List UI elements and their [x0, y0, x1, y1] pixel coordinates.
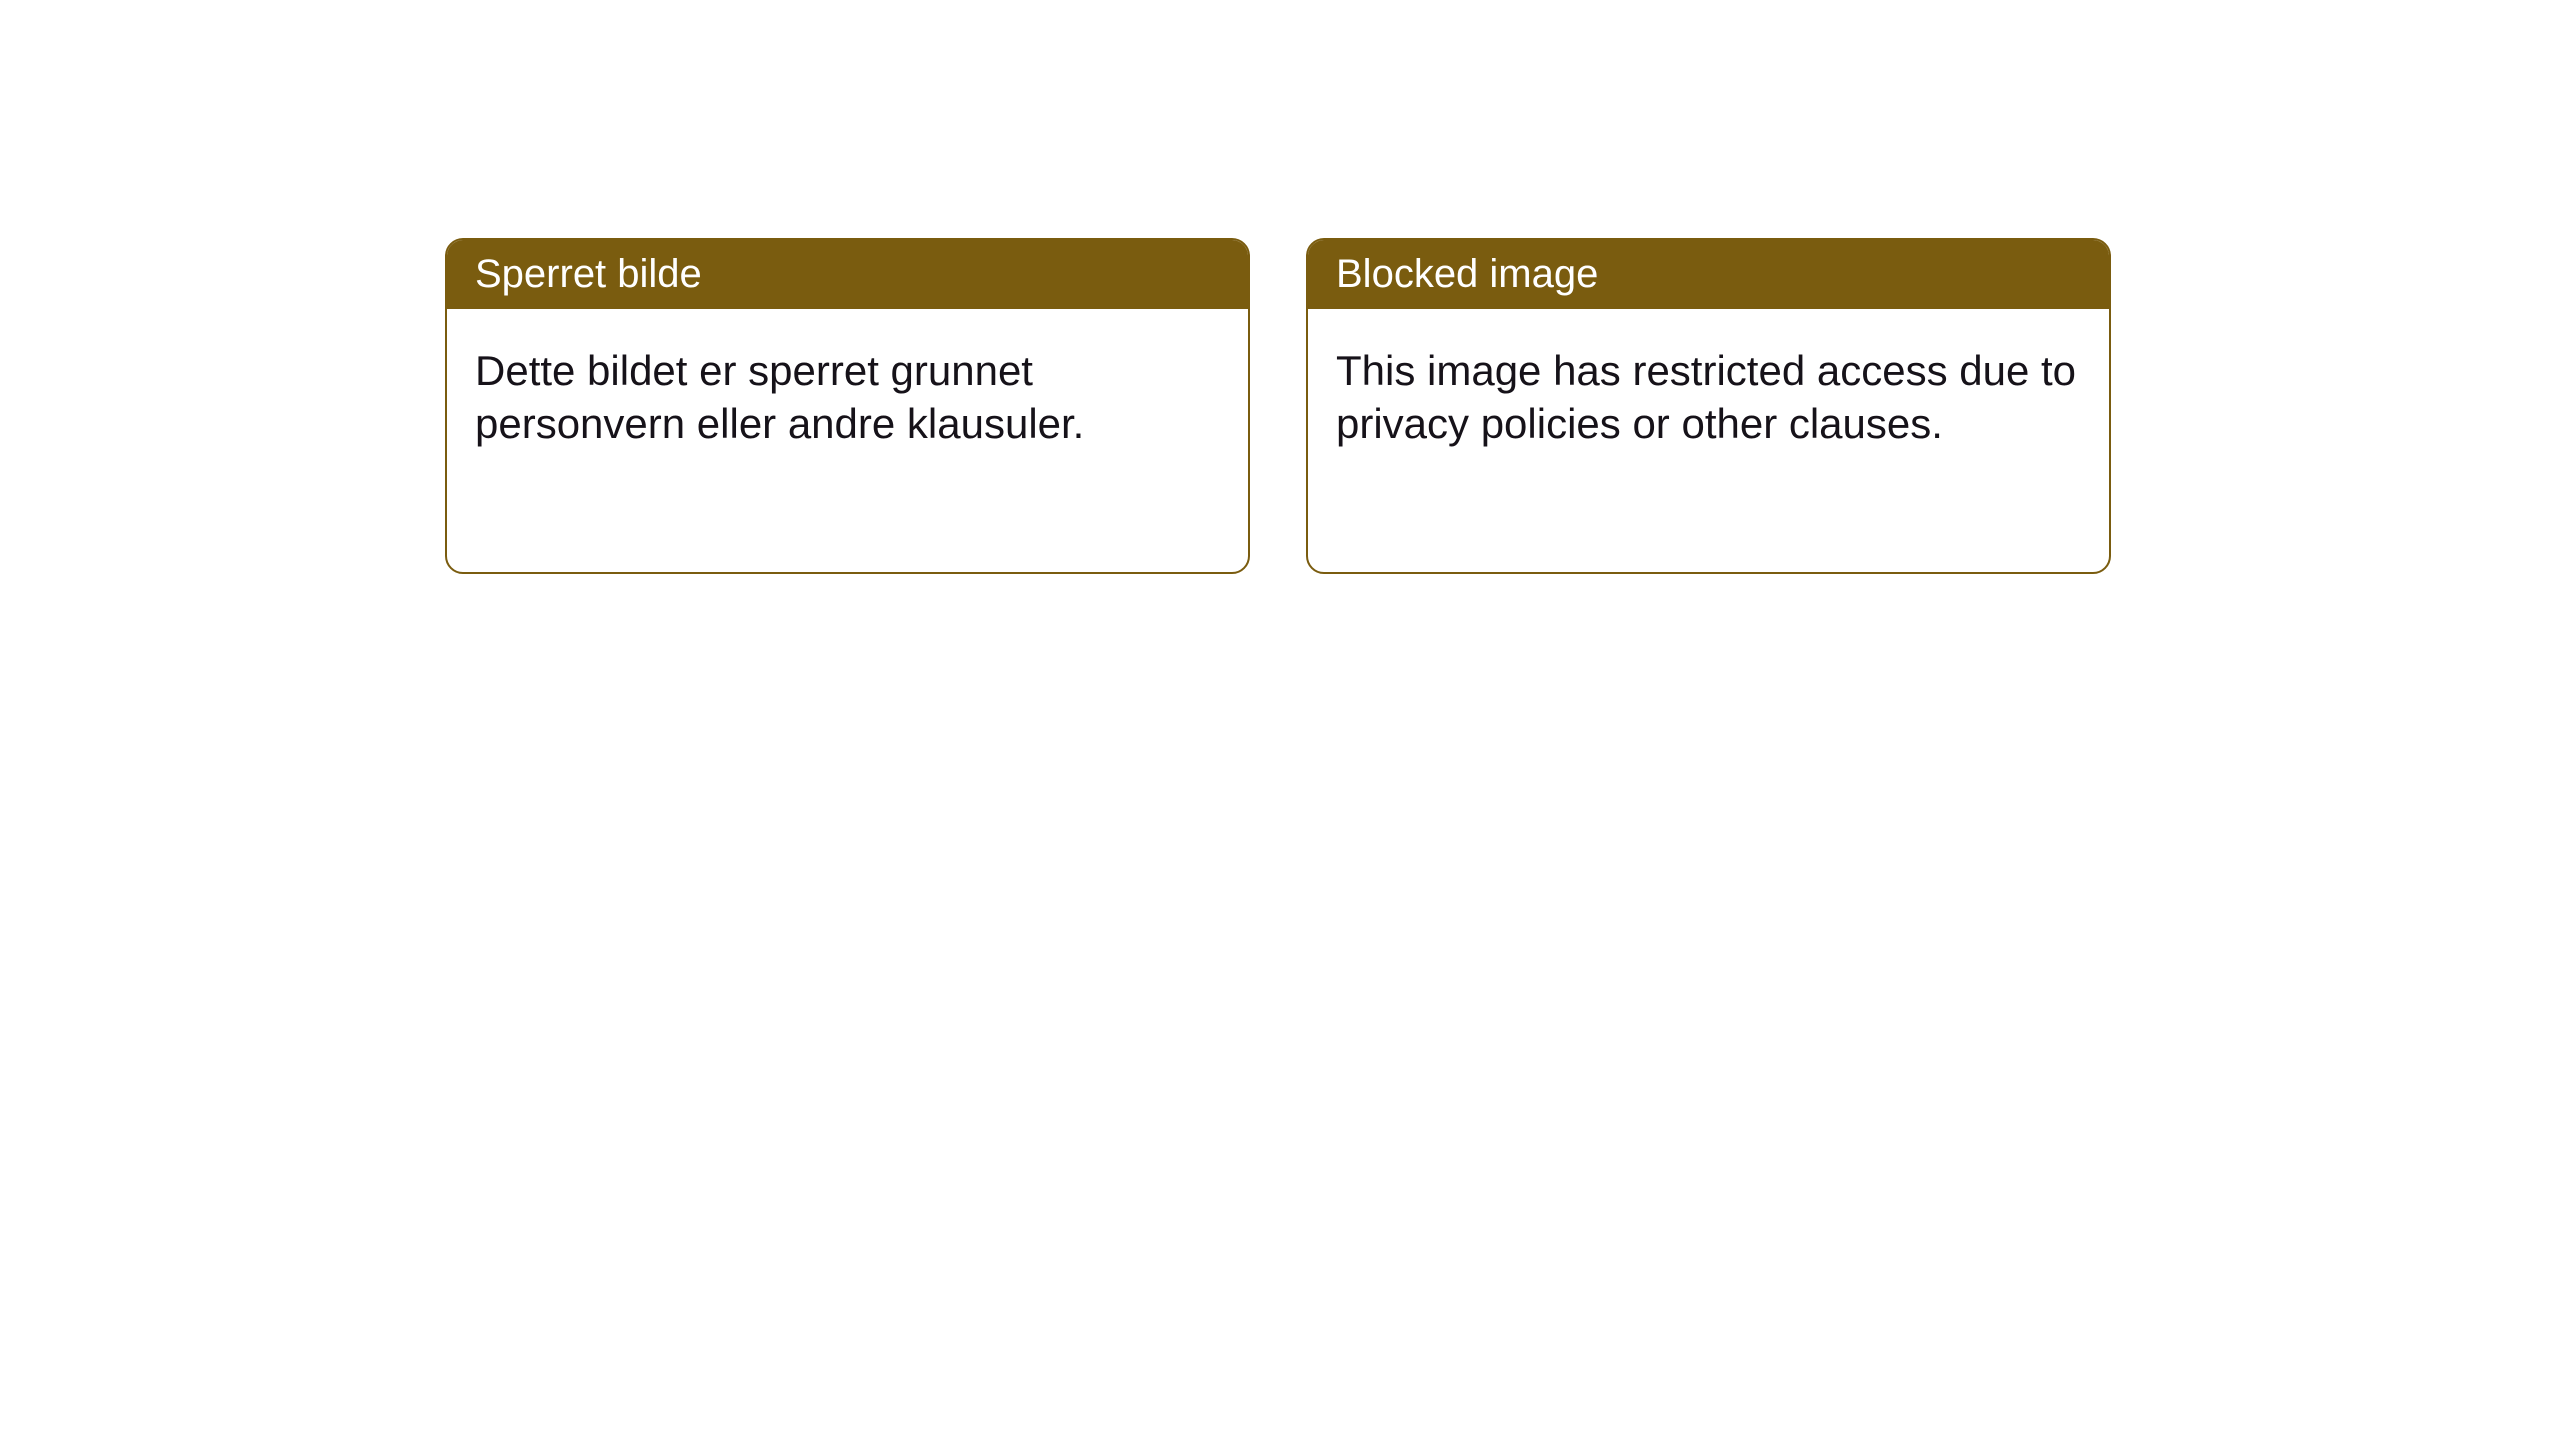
- notice-cards-container: Sperret bilde Dette bildet er sperret gr…: [445, 238, 2111, 574]
- notice-header-norwegian: Sperret bilde: [447, 240, 1248, 309]
- notice-card-norwegian: Sperret bilde Dette bildet er sperret gr…: [445, 238, 1250, 574]
- notice-message-english: This image has restricted access due to …: [1336, 347, 2076, 447]
- notice-title-english: Blocked image: [1336, 252, 1598, 296]
- notice-body-norwegian: Dette bildet er sperret grunnet personve…: [447, 309, 1248, 486]
- notice-header-english: Blocked image: [1308, 240, 2109, 309]
- notice-title-norwegian: Sperret bilde: [475, 252, 702, 296]
- notice-message-norwegian: Dette bildet er sperret grunnet personve…: [475, 347, 1084, 447]
- notice-body-english: This image has restricted access due to …: [1308, 309, 2109, 486]
- notice-card-english: Blocked image This image has restricted …: [1306, 238, 2111, 574]
